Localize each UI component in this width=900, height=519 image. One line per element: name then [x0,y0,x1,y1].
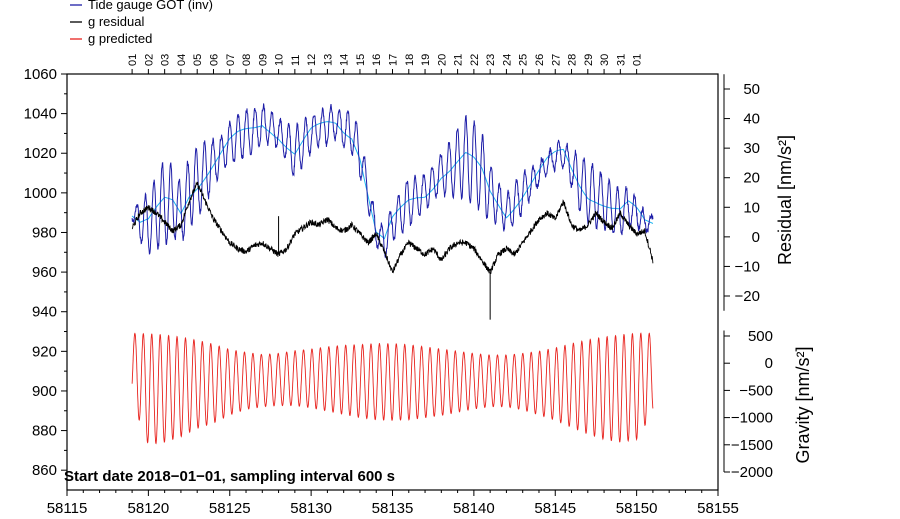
top-day-label: 01 [632,54,644,66]
top-day-label: 30 [599,54,611,66]
residual-tick-label: −10 [735,258,760,275]
top-day-label: 04 [176,54,188,66]
top-day-label: 08 [241,54,253,66]
x-tick-label: 58145 [534,500,576,517]
left-tick-label: 880 [32,423,57,440]
top-day-label: 24 [501,54,513,66]
top-day-label: 12 [306,54,318,66]
top-day-label: 26 [534,54,546,66]
residual-tick-label: 40 [743,111,760,128]
top-day-label: 05 [192,54,204,66]
legend-label: Tide gauge GOT (inv) [88,0,213,12]
top-day-label: 27 [550,54,562,66]
x-tick-label: 58125 [209,500,251,517]
residual-axis-label: Residual [nm/s²] [775,135,795,265]
residual-tick-label: 20 [743,170,760,187]
top-day-label: 07 [225,54,237,66]
left-y-axis: 860 880 900 920 940 960 980 1000 1020 1040 1060 [24,66,67,479]
annotation-group: Start date 2018−01−01, sampling interval… [64,468,395,485]
left-tick-label: 1060 [24,66,57,83]
residual-tick-label: 10 [743,199,760,216]
gravity-tick-label: −500 [739,382,773,399]
g-residual-line [131,181,654,274]
top-day-label: 15 [355,54,367,66]
residual-tick-label: 30 [743,140,760,157]
top-day-label: 01 [127,54,139,66]
right-y-axes: 50 40 30 20 10 0 −10 −20 Residual [nm/s²] 500 0 −50… [723,74,813,481]
x-tick-label: 58130 [290,500,332,517]
top-day-label: 23 [485,54,497,66]
left-tick-label: 940 [32,304,57,321]
gravity-tick-label: 0 [765,355,773,372]
top-day-label: 21 [453,54,465,66]
residual-tick-label: −20 [735,288,760,305]
top-day-label: 14 [339,54,351,66]
gravity-tick-label: −1000 [731,410,773,427]
residual-tick-label: 0 [752,229,760,246]
x-tick-label: 58140 [453,500,495,517]
top-day-label: 28 [567,54,579,66]
x-tick-label: 58120 [128,500,170,517]
gravity-axis-label: Gravity [nm/s²] [793,346,813,463]
residual-tick-label: 50 [743,81,760,98]
tide-gauge-line [131,103,654,259]
start-date-annotation: Start date 2018−01−01, sampling interval… [64,468,395,485]
top-day-label: 16 [371,54,383,66]
legend-label: g predicted [88,31,152,46]
top-day-label: 10 [274,54,286,66]
legend-label: g residual [88,14,144,29]
top-day-label: 18 [404,54,416,66]
top-day-label: 20 [436,54,448,66]
x-tick-label: 58135 [372,500,414,517]
gravity-tick-label: −2000 [731,464,773,481]
top-day-label: 11 [290,55,302,66]
left-tick-label: 860 [32,462,57,479]
left-tick-label: 1040 [24,106,57,123]
plot-lines [131,103,654,445]
top-day-label: 02 [143,54,155,66]
top-day-label: 13 [322,54,334,66]
top-day-label: 29 [583,54,595,66]
top-day-label: 17 [388,54,400,66]
left-tick-label: 960 [32,264,57,281]
x-tick-label: 58150 [616,500,658,517]
gravity-tick-label: −1500 [731,437,773,454]
top-day-label: 25 [518,54,530,66]
x-tick-label: 58155 [697,500,739,517]
legend: Tide gauge GOT (inv) g residual g predicte… [70,0,213,46]
left-tick-label: 1020 [24,145,57,162]
left-tick-label: 920 [32,343,57,360]
top-day-axis: 01 02 03 04 05 06 07 08 09 10 11 12 13 14 15 16 17 18 19 20… [127,54,644,74]
left-tick-label: 980 [32,224,57,241]
gravity-tick-label: 500 [748,328,773,345]
top-day-label: 09 [257,54,269,66]
left-tick-label: 900 [32,383,57,400]
g-predicted-line [131,332,654,445]
top-day-label: 03 [160,54,172,66]
left-tick-label: 1000 [24,185,57,202]
top-day-label: 31 [615,54,627,66]
bottom-x-axis: 58115 58120 58125 58130 58135 58140 58145 58150… [47,490,739,517]
top-day-label: 22 [469,54,481,66]
x-tick-label: 58115 [47,500,88,517]
top-day-label: 19 [420,54,432,66]
top-day-label: 06 [208,54,220,66]
